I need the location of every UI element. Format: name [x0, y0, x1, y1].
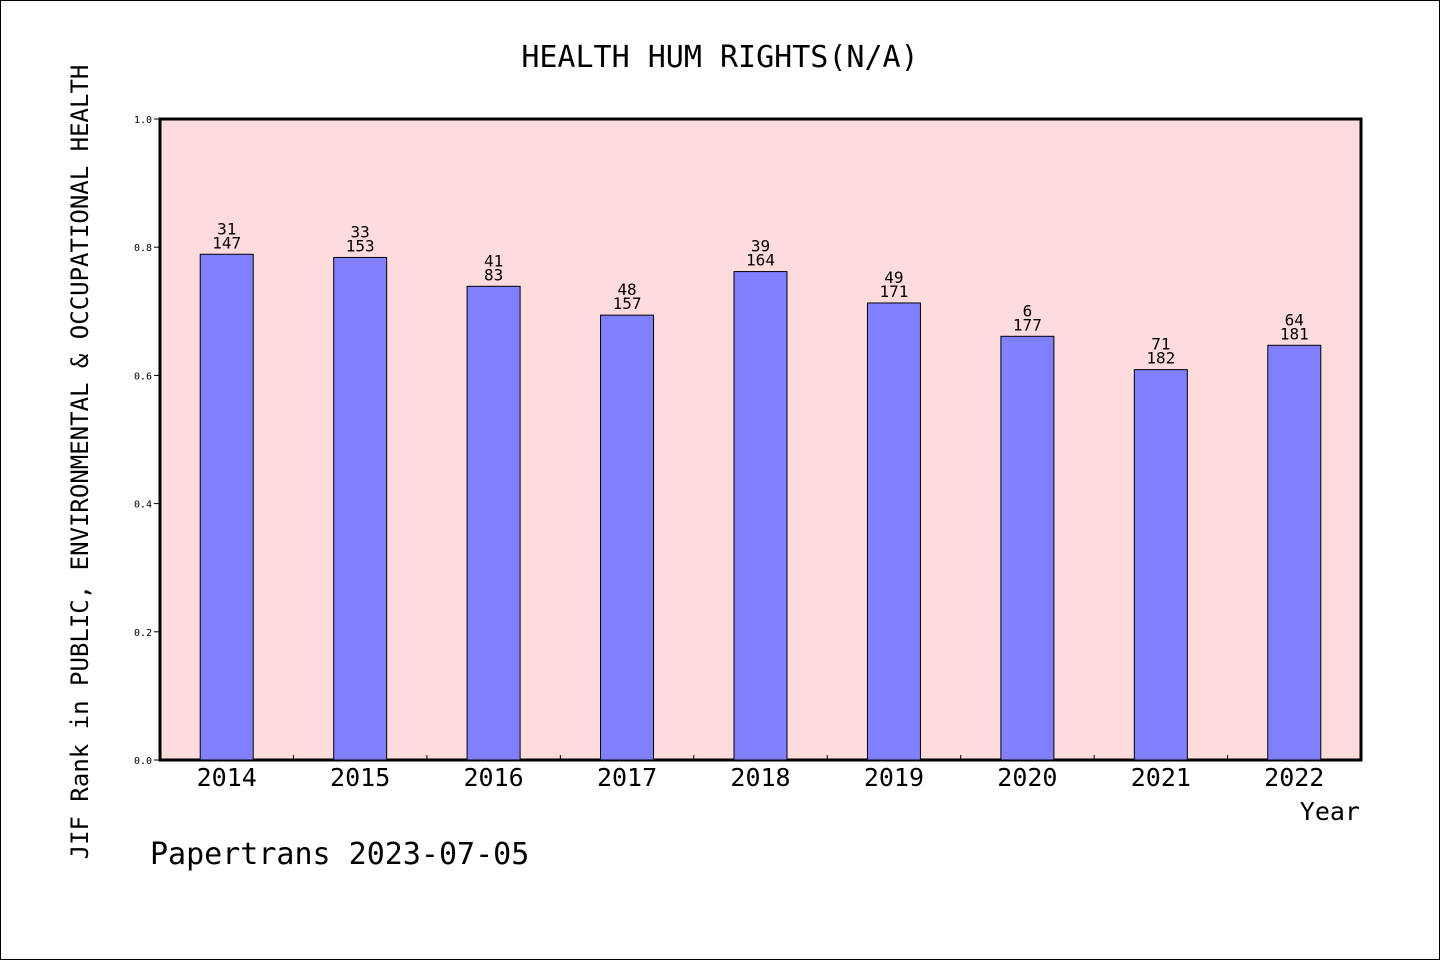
- bar-rank-label: 71: [1151, 335, 1170, 354]
- y-tick-label: 0.0: [134, 756, 152, 767]
- bar-total-label: 177: [1013, 315, 1042, 334]
- y-tick-label: 0.4: [134, 500, 152, 511]
- bar-rank-label: 31: [217, 219, 236, 238]
- bar-total-label: 181: [1280, 324, 1309, 343]
- footer-credit: Papertrans 2023-07-05: [150, 837, 529, 872]
- bar-total-label: 83: [484, 265, 503, 284]
- bar-rank-label: 33: [351, 222, 370, 241]
- x-tick-label: 2019: [864, 763, 924, 792]
- x-tick-label: 2015: [330, 763, 390, 792]
- bar-2021: [1133, 369, 1188, 761]
- bar-rank-label: 39: [751, 237, 770, 256]
- bar-rank-label: 49: [884, 268, 903, 287]
- x-tick-label: 2016: [464, 763, 524, 792]
- y-tick-label: 0.2: [134, 628, 152, 639]
- bar-2018: [733, 271, 788, 761]
- bar-2014: [199, 253, 254, 761]
- bar-total-label: 147: [212, 233, 241, 252]
- x-tick-label: 2018: [730, 763, 790, 792]
- bar-total-label: 164: [746, 251, 775, 270]
- bar-total-label: 182: [1146, 349, 1175, 368]
- bar-2016: [466, 285, 521, 761]
- bar-total-label: 153: [346, 236, 375, 255]
- bar-total-label: 171: [879, 282, 908, 301]
- y-tick-label: 0.6: [134, 371, 152, 382]
- x-tick-label: 2022: [1264, 763, 1324, 792]
- bar-2019: [866, 302, 921, 761]
- bar-total-label: 157: [613, 294, 642, 313]
- bar-2020: [1000, 335, 1055, 761]
- y-tick-label: 0.8: [134, 243, 152, 254]
- y-tick-label: 1.0: [134, 115, 152, 126]
- x-tick-label: 2020: [997, 763, 1057, 792]
- bar-rank-label: 6: [1023, 301, 1033, 320]
- bar-rank-label: 64: [1285, 310, 1304, 329]
- x-tick-label: 2021: [1131, 763, 1191, 792]
- y-axis-ticks: 0.0 0.2 0.4 0.6 0.8 1.0: [134, 115, 160, 767]
- x-axis-label: Year: [1300, 797, 1360, 826]
- x-tick-label: 2017: [597, 763, 657, 792]
- chart-title: HEALTH HUM RIGHTS(N/A): [521, 40, 918, 75]
- x-axis-ticks: 2014 2015 2016 2017 2018 2019 2020 2021 2022: [197, 755, 1324, 792]
- bar-2017: [600, 314, 655, 761]
- bar-rank-label: 41: [484, 251, 503, 270]
- bar-rank-label: 48: [617, 280, 636, 299]
- bar-2015: [333, 256, 388, 761]
- x-tick-label: 2014: [197, 763, 257, 792]
- y-axis-label: JIF Rank in PUBLIC, ENVIRONMENTAL & OCCU…: [66, 65, 94, 860]
- bar-2022: [1267, 344, 1322, 761]
